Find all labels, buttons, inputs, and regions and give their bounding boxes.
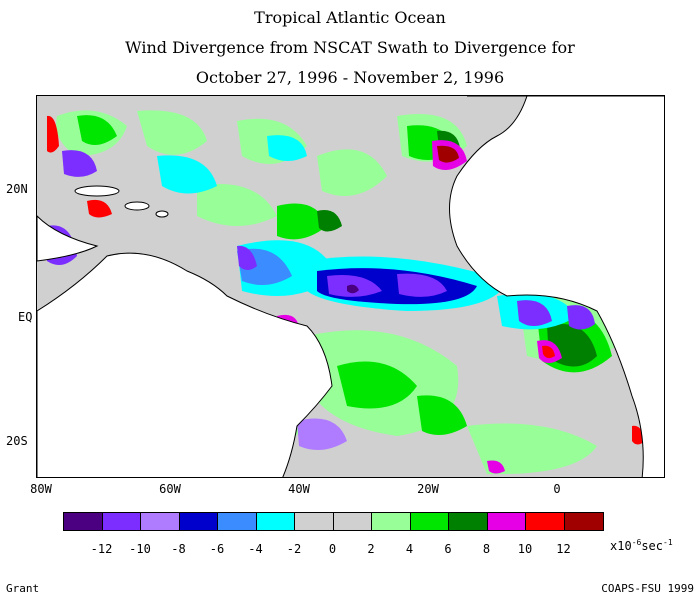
colorbar-swatch	[179, 513, 218, 530]
negative-divergence-patches	[47, 135, 595, 450]
colorbar-tick-label: 0	[328, 542, 337, 556]
title-line-1: Tropical Atlantic Ocean	[254, 8, 446, 27]
author-credit: Grant	[6, 582, 40, 595]
colorbar-swatch	[141, 513, 180, 530]
divergence-map	[36, 95, 665, 478]
lon-label-80w: 80W	[30, 482, 52, 496]
colorbar-units: x10-6sec-1	[610, 538, 673, 553]
colorbar-labels: -12 -10 -8 -6 -4 -2 0 2 4 6 8 10 12	[63, 542, 663, 560]
colorbar-swatch	[487, 513, 526, 530]
title-line-2: Wind Divergence from NSCAT Swath to Dive…	[125, 38, 575, 57]
lat-label-eq: EQ	[18, 310, 33, 324]
colorbar-swatch	[564, 513, 603, 530]
colorbar-tick-label: -4	[248, 542, 263, 556]
lon-label-40w: 40W	[288, 482, 310, 496]
lon-label-60w: 60W	[159, 482, 181, 496]
colorbar-tick-label: 10	[517, 542, 533, 556]
colorbar-tick-label: 2	[367, 542, 375, 556]
colorbar-swatch	[372, 513, 411, 530]
colorbar-swatch	[410, 513, 449, 530]
colorbar-swatch	[449, 513, 488, 530]
colorbar-swatch	[526, 513, 565, 530]
colorbar-tick-label: -8	[171, 542, 186, 556]
lon-label-0: 0	[553, 482, 561, 496]
lat-label-20s: 20S	[6, 434, 28, 448]
organization-credit: COAPS-FSU 1999	[601, 582, 694, 595]
colorbar-tick-label: 6	[444, 542, 452, 556]
colorbar-tick-label: -10	[129, 542, 151, 556]
colorbar	[63, 512, 604, 531]
colorbar-tick-label: -2	[286, 542, 302, 556]
colorbar-swatch	[218, 513, 257, 530]
map-canvas	[37, 96, 664, 477]
colorbar-tick-label: 12	[556, 542, 571, 556]
colorbar-tick-label: -6	[209, 542, 225, 556]
colorbar-swatch	[64, 513, 103, 530]
colorbar-tick-label: -12	[90, 542, 113, 556]
land-masses	[37, 96, 664, 477]
colorbar-tick-label: 4	[405, 542, 414, 556]
lon-label-20w: 20W	[417, 482, 439, 496]
colorbar-swatch	[256, 513, 295, 530]
colorbar-swatch	[102, 513, 141, 530]
title-line-3: October 27, 1996 - November 2, 1996	[195, 68, 505, 87]
colorbar-swatch	[295, 513, 334, 530]
lat-label-20n: 20N	[6, 182, 28, 196]
colorbar-swatch	[333, 513, 372, 530]
colorbar-tick-label: 8	[482, 542, 491, 556]
